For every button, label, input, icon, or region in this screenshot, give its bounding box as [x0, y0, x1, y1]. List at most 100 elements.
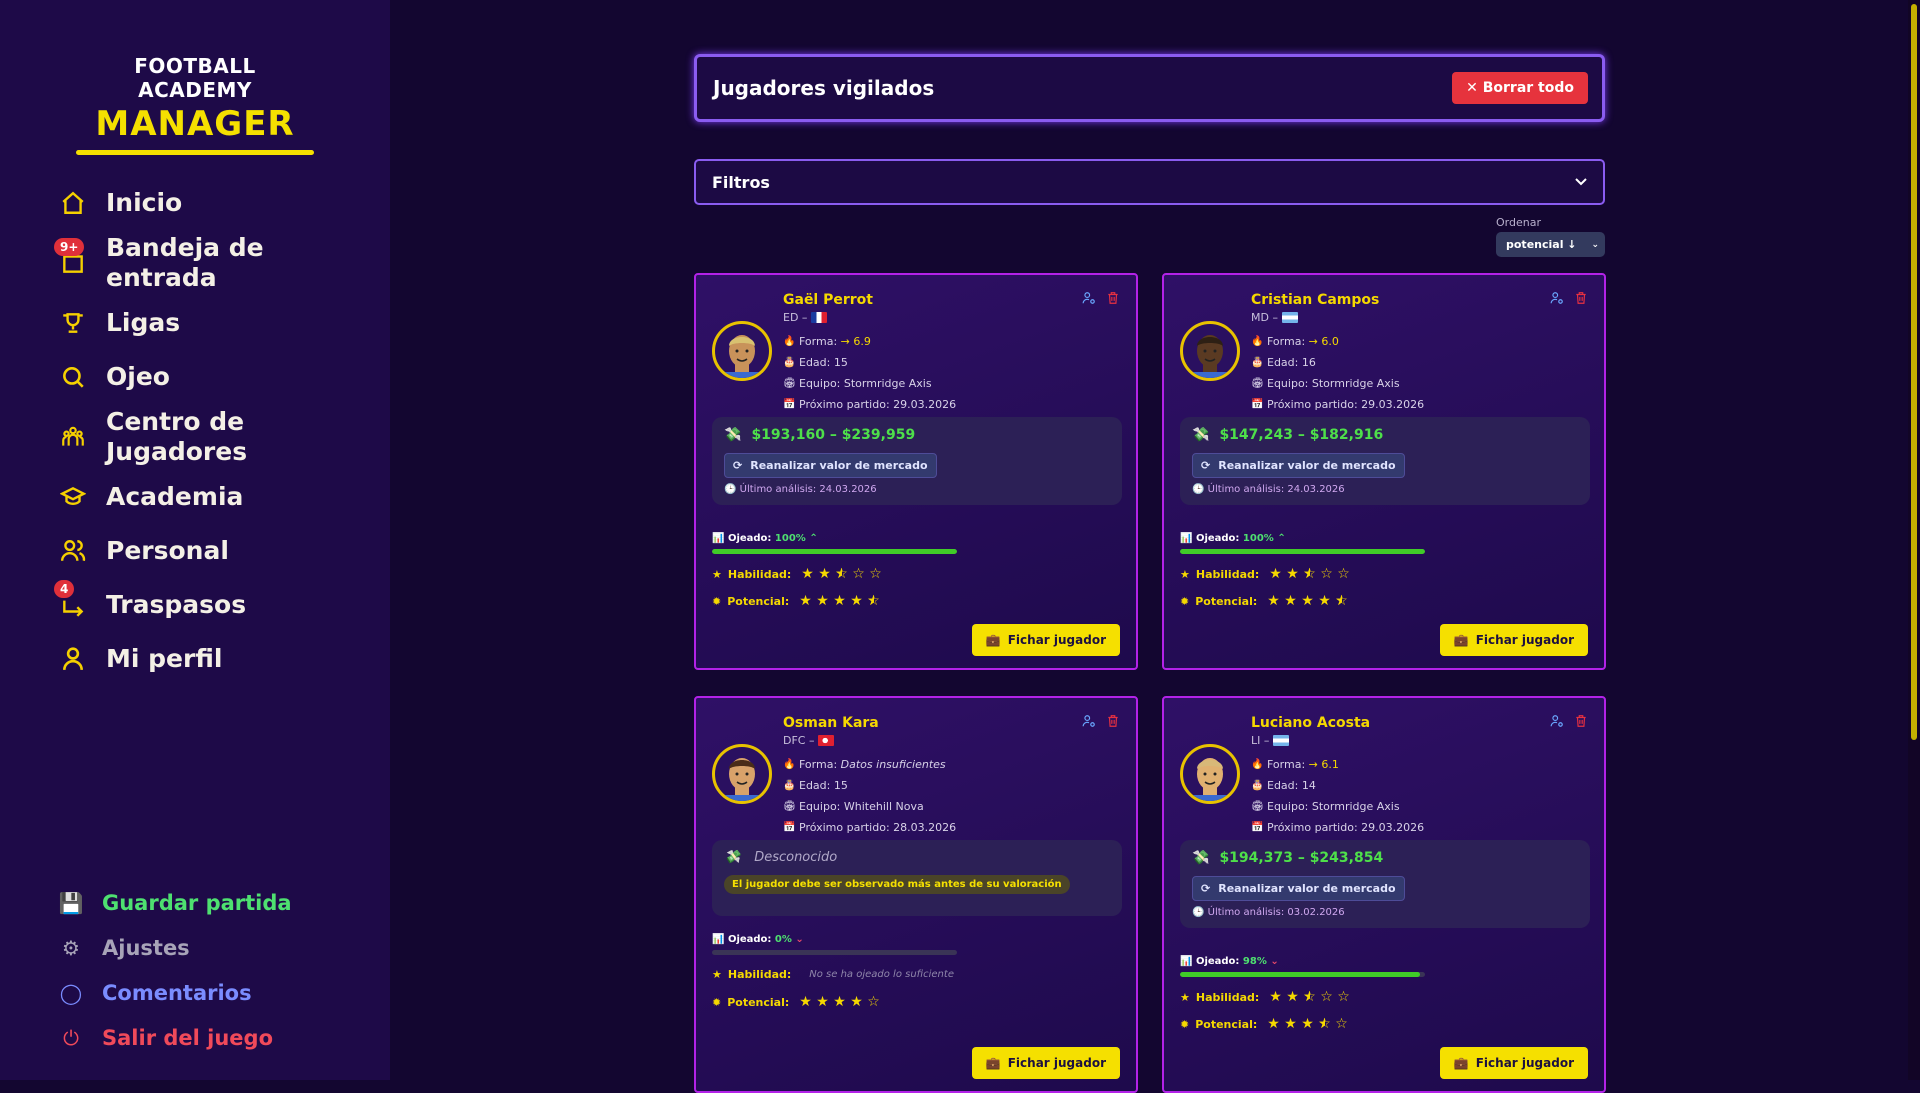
team-label: Equipo:: [799, 377, 841, 390]
form-note: Datos insuficientes: [840, 758, 946, 771]
scouted-progress: [712, 549, 957, 554]
potential-label: Potencial:: [1195, 594, 1258, 608]
sign-player-button[interactable]: 💼 Fichar jugador: [1439, 624, 1588, 656]
refresh-icon: ⟳: [733, 459, 743, 472]
star-full-icon: ★: [1318, 593, 1331, 609]
trash-icon[interactable]: [1574, 291, 1588, 305]
flag-argentina-icon: [1273, 735, 1290, 746]
nav-label: Inicio: [106, 188, 183, 217]
last-analysis-label: Último análisis:: [739, 484, 817, 495]
star-full-icon: ★: [816, 994, 829, 1010]
scout-player-icon[interactable]: [1082, 714, 1096, 728]
age-value: 16: [1301, 356, 1316, 369]
sort-select[interactable]: potencial ↓ ⌄: [1496, 232, 1605, 257]
reanalyze-button[interactable]: ⟳ Reanalizar valor de mercado: [724, 453, 937, 478]
bottom-item-3[interactable]: ⏻ Salir del juego: [58, 1015, 292, 1060]
scouted-status: 📊 Ojeado: 98% ⌄: [1180, 956, 1279, 967]
nav-item-traspasos[interactable]: 4 Traspasos: [54, 578, 378, 632]
star-half-icon: ☆ ★: [835, 566, 848, 582]
scouted-value: 100%: [1242, 533, 1274, 544]
next-match-value: 29.03.2026: [893, 398, 957, 411]
stadium-icon: 🏟: [783, 378, 796, 389]
money-icon: 💸: [724, 427, 742, 443]
age-value: 15: [833, 356, 848, 369]
chevron-down-icon: [1575, 178, 1587, 186]
nav-item-ligas[interactable]: Ligas: [58, 296, 378, 350]
star-empty-icon: ☆: [1320, 566, 1333, 582]
sun-icon: ✹: [1180, 594, 1190, 608]
trend-down-icon: ⌄: [1270, 956, 1279, 967]
last-analysis-value: 24.03.2026: [1287, 484, 1345, 495]
star-full-icon: ★: [850, 994, 863, 1010]
nav-item-ojeo[interactable]: Ojeo: [58, 350, 378, 404]
player-name[interactable]: Gaël Perrot: [783, 292, 873, 308]
ability-note: No se ha ojeado lo suficiente: [809, 969, 954, 980]
next-match-value: 29.03.2026: [1361, 821, 1425, 834]
notification-badge: 9+: [54, 238, 85, 256]
last-analysis-value: 24.03.2026: [819, 484, 877, 495]
reanalyze-button[interactable]: ⟳ Reanalizar valor de mercado: [1192, 453, 1405, 478]
nav-item-inicio[interactable]: Inicio: [58, 176, 378, 230]
sign-label: Fichar jugador: [1475, 633, 1574, 647]
scout-player-icon[interactable]: [1550, 714, 1564, 728]
cake-icon: 🎂: [783, 780, 796, 791]
bottom-label: Guardar partida: [102, 890, 292, 915]
sign-player-button[interactable]: 💼 Fichar jugador: [971, 1047, 1120, 1079]
market-value-box: 💸 $147,243 – $182,916 ⟳ Reanalizar valor d…: [1180, 417, 1590, 505]
bottom-item-1[interactable]: ⚙ Ajustes: [58, 925, 292, 970]
trash-icon[interactable]: [1106, 291, 1120, 305]
sort-label: Ordenar: [1496, 216, 1541, 229]
scout-player-icon[interactable]: [1082, 291, 1096, 305]
scrollbar[interactable]: [1908, 0, 1920, 1080]
player-position: DFC –: [783, 734, 835, 747]
next-match-value: 29.03.2026: [1361, 398, 1425, 411]
money-icon: 💸: [1192, 427, 1210, 443]
trash-icon[interactable]: [1106, 714, 1120, 728]
player-avatar: [712, 744, 772, 804]
bottom-item-0[interactable]: 💾 Guardar partida: [58, 880, 292, 925]
scouted-label: Ojeado:: [1195, 956, 1240, 967]
nav-item-mi-perfil[interactable]: Mi perfil: [58, 632, 378, 686]
briefcase-icon: 💼: [985, 1056, 1001, 1070]
sun-icon: ✹: [712, 995, 722, 1009]
scouted-progress: [712, 950, 957, 955]
nav-label: Centro de Jugadores: [106, 407, 248, 466]
form-value: 6.0: [1321, 335, 1339, 348]
scout-player-icon[interactable]: [1550, 291, 1564, 305]
sign-player-button[interactable]: 💼 Fichar jugador: [1439, 1047, 1588, 1079]
last-analysis-label: Último análisis:: [1207, 484, 1285, 495]
star-half-icon: ☆ ★: [1303, 989, 1316, 1005]
filters-toggle[interactable]: Filtros: [694, 159, 1605, 205]
reanalyze-button[interactable]: ⟳ Reanalizar valor de mercado: [1192, 876, 1405, 901]
clear-all-button[interactable]: ✕ Borrar todo: [1452, 72, 1588, 104]
nav-item-academia[interactable]: Academia: [58, 470, 378, 524]
star-half-icon: ☆ ★: [1303, 566, 1316, 582]
logo-underline: [76, 150, 314, 155]
nav-item-bandeja-de-entrada[interactable]: 9+ Bandeja de entrada: [54, 230, 378, 296]
nav-item-centro-de-jugadores[interactable]: Centro de Jugadores: [58, 404, 378, 470]
reanalyze-label: Reanalizar valor de mercado: [1218, 459, 1396, 472]
watchlist-header: Jugadores vigilados ✕ Borrar todo: [694, 54, 1605, 122]
star-full-icon: ★: [799, 593, 812, 609]
player-name[interactable]: Cristian Campos: [1251, 292, 1380, 308]
player-card: Luciano Acosta LI – 🔥 Forma: → 6.1 🎂 Edad:…: [1162, 696, 1606, 1093]
last-analysis-value: 03.02.2026: [1287, 907, 1345, 918]
potential-label: Potencial:: [1195, 1017, 1258, 1031]
potential-rating: ✹ Potencial: ★ ★ ★ ★ ☆: [712, 995, 881, 1009]
age-label: Edad:: [1267, 779, 1299, 792]
trash-icon[interactable]: [1574, 714, 1588, 728]
sign-player-button[interactable]: 💼 Fichar jugador: [971, 624, 1120, 656]
market-value: $193,160 – $239,959: [751, 427, 916, 443]
potential-rating: ✹ Potencial: ★ ★ ★ ☆ ★ ☆: [1180, 1017, 1349, 1031]
player-name[interactable]: Luciano Acosta: [1251, 715, 1371, 731]
player-name[interactable]: Osman Kara: [783, 715, 879, 731]
nav-item-personal[interactable]: Personal: [58, 524, 378, 578]
bottom-item-2[interactable]: ◯ Comentarios: [58, 970, 292, 1015]
graduation-cap-icon: [58, 482, 88, 512]
ability-rating: ★ Habilidad: No se ha ojeado lo suficiente: [712, 968, 954, 981]
sidebar: FOOTBALL ACADEMY MANAGER Inicio 9+ Bandeja…: [0, 0, 390, 1080]
reanalyze-label: Reanalizar valor de mercado: [750, 459, 928, 472]
scrollbar-thumb[interactable]: [1911, 4, 1917, 740]
form-value: 6.9: [853, 335, 871, 348]
nav-label: Personal: [106, 536, 229, 565]
